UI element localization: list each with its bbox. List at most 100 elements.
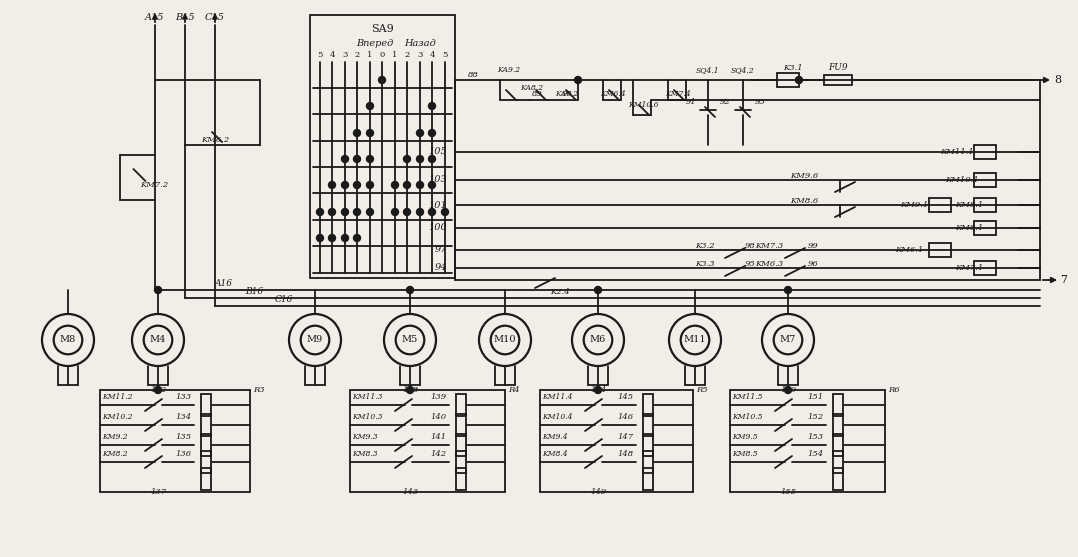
Bar bbox=[310, 15, 455, 278]
Bar bbox=[929, 198, 951, 212]
Text: A16: A16 bbox=[215, 280, 233, 289]
Circle shape bbox=[391, 182, 399, 188]
Text: KM10.3: KM10.3 bbox=[353, 413, 383, 421]
Text: KM9.4: KM9.4 bbox=[542, 433, 568, 441]
Text: 4: 4 bbox=[329, 51, 335, 59]
Circle shape bbox=[154, 387, 162, 393]
Bar bbox=[642, 434, 653, 456]
Text: M5: M5 bbox=[402, 335, 418, 344]
Text: 132: 132 bbox=[150, 386, 166, 394]
Bar bbox=[642, 394, 653, 416]
Text: KM6.3: KM6.3 bbox=[755, 260, 784, 268]
Text: KM10.5: KM10.5 bbox=[732, 413, 762, 421]
Text: KM7.4: KM7.4 bbox=[665, 90, 691, 98]
Circle shape bbox=[594, 286, 602, 294]
Circle shape bbox=[428, 102, 436, 110]
Circle shape bbox=[391, 208, 399, 216]
Bar bbox=[201, 434, 211, 456]
Text: M4: M4 bbox=[150, 335, 166, 344]
Bar bbox=[201, 394, 211, 416]
Bar bbox=[201, 468, 211, 490]
Text: 154: 154 bbox=[807, 450, 824, 458]
Text: KM6.4: KM6.4 bbox=[600, 90, 625, 98]
Bar bbox=[201, 414, 211, 436]
Text: 136: 136 bbox=[176, 450, 192, 458]
Circle shape bbox=[428, 129, 436, 136]
Text: KM11.4: KM11.4 bbox=[542, 393, 572, 401]
Text: 150: 150 bbox=[780, 386, 796, 394]
Text: SQ4.2: SQ4.2 bbox=[731, 66, 755, 74]
Bar bbox=[929, 243, 951, 257]
Text: 2: 2 bbox=[404, 51, 410, 59]
Text: 134: 134 bbox=[176, 413, 192, 421]
Text: B15: B15 bbox=[176, 13, 195, 22]
Text: KM6.1: KM6.1 bbox=[895, 246, 923, 254]
Text: 143: 143 bbox=[402, 488, 418, 496]
Text: 144: 144 bbox=[590, 386, 606, 394]
Text: 137: 137 bbox=[150, 488, 166, 496]
Circle shape bbox=[329, 234, 335, 242]
Text: 152: 152 bbox=[807, 413, 824, 421]
Circle shape bbox=[785, 286, 791, 294]
Circle shape bbox=[367, 182, 373, 188]
Circle shape bbox=[367, 102, 373, 110]
Circle shape bbox=[416, 155, 424, 163]
Text: 8: 8 bbox=[1054, 75, 1062, 85]
Text: 96: 96 bbox=[808, 260, 819, 268]
Circle shape bbox=[796, 76, 802, 84]
Text: M7: M7 bbox=[779, 335, 797, 344]
Text: 90: 90 bbox=[562, 90, 572, 98]
Text: 149: 149 bbox=[590, 488, 606, 496]
Text: KA9.2: KA9.2 bbox=[497, 66, 520, 74]
Text: KM8.6: KM8.6 bbox=[790, 197, 818, 205]
Circle shape bbox=[416, 208, 424, 216]
Text: KM8.1: KM8.1 bbox=[955, 224, 983, 232]
Text: SQ4.1: SQ4.1 bbox=[696, 66, 720, 74]
Bar bbox=[975, 198, 996, 212]
Text: C15: C15 bbox=[205, 13, 225, 22]
Text: K3.2: K3.2 bbox=[695, 242, 715, 250]
Bar bbox=[975, 261, 996, 275]
Text: 142: 142 bbox=[431, 450, 447, 458]
Text: 146: 146 bbox=[618, 413, 634, 421]
Text: KM10.1: KM10.1 bbox=[945, 176, 979, 184]
Bar bbox=[833, 468, 843, 490]
Circle shape bbox=[367, 129, 373, 136]
Text: 139: 139 bbox=[431, 393, 447, 401]
Bar bbox=[642, 451, 653, 473]
Text: M6: M6 bbox=[590, 335, 606, 344]
Circle shape bbox=[428, 182, 436, 188]
Bar bbox=[456, 468, 466, 490]
Text: KM9.6: KM9.6 bbox=[790, 172, 818, 180]
Text: SA9: SA9 bbox=[371, 24, 393, 34]
Bar bbox=[833, 451, 843, 473]
Text: KM9.1: KM9.1 bbox=[900, 201, 928, 209]
Circle shape bbox=[342, 182, 348, 188]
Text: Вперед: Вперед bbox=[357, 38, 393, 47]
Text: 101: 101 bbox=[428, 201, 447, 209]
Text: KM11.2: KM11.2 bbox=[102, 393, 133, 401]
Circle shape bbox=[428, 208, 436, 216]
Text: R3: R3 bbox=[253, 386, 264, 394]
Text: 135: 135 bbox=[176, 433, 192, 441]
Bar bbox=[975, 221, 996, 235]
Text: 7: 7 bbox=[1061, 275, 1067, 285]
Circle shape bbox=[354, 182, 360, 188]
Circle shape bbox=[329, 182, 335, 188]
Text: 92: 92 bbox=[720, 98, 731, 106]
Text: 140: 140 bbox=[431, 413, 447, 421]
Text: R5: R5 bbox=[696, 386, 707, 394]
Bar bbox=[975, 145, 996, 159]
Bar bbox=[975, 173, 996, 187]
Bar bbox=[642, 414, 653, 436]
Circle shape bbox=[403, 208, 411, 216]
Text: B16: B16 bbox=[245, 287, 263, 296]
Text: 5: 5 bbox=[317, 51, 322, 59]
Bar bbox=[824, 75, 852, 85]
Text: 89: 89 bbox=[533, 90, 542, 98]
Text: M9: M9 bbox=[307, 335, 323, 344]
Circle shape bbox=[594, 387, 602, 393]
Text: R4: R4 bbox=[508, 386, 520, 394]
Text: KA7.2: KA7.2 bbox=[555, 90, 578, 98]
Text: M8: M8 bbox=[60, 335, 77, 344]
